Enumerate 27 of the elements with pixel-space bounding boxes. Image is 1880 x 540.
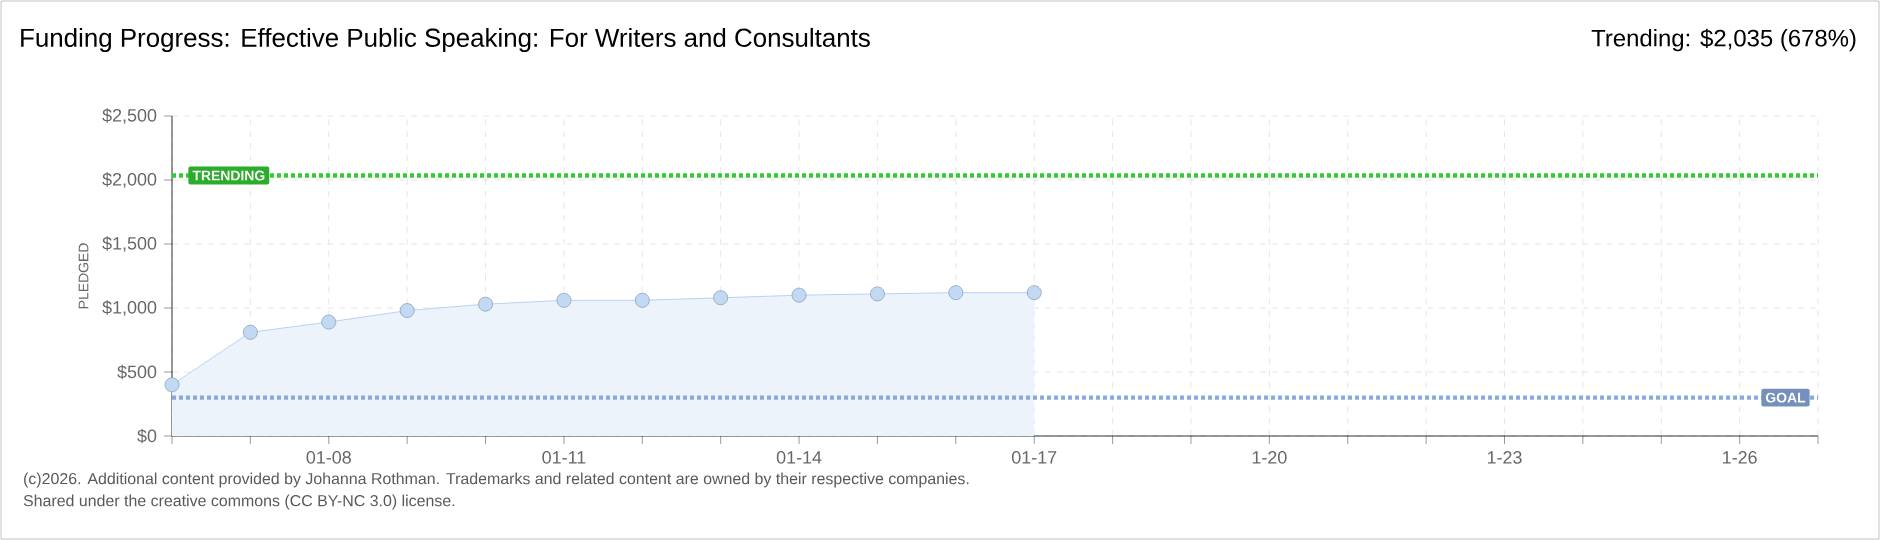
point <box>242 324 258 340</box>
x-tick-label: 01-17 <box>1011 451 1057 464</box>
x-tick-label: 1-20 <box>1252 451 1287 464</box>
point <box>791 287 807 303</box>
point <box>399 303 415 318</box>
x-tick-label: 1-26 <box>1723 451 1757 464</box>
text: Trending: $2,035 (678%) <box>1591 28 1856 52</box>
point <box>556 292 572 308</box>
point <box>321 314 337 330</box>
point <box>948 285 964 301</box>
x-tick-label: 01-11 <box>542 451 586 464</box>
point <box>478 296 493 312</box>
y-tick-label: $1,000 <box>102 300 157 316</box>
x-tick-label: 01-14 <box>776 451 822 464</box>
y-tick-label: $1,500 <box>102 236 157 252</box>
point <box>634 292 650 308</box>
x-tick-label: 1-23 <box>1487 451 1522 464</box>
y-tick-label: $2,500 <box>102 108 157 124</box>
x-tick-label: 01-08 <box>306 451 351 464</box>
y-tick-label: $500 <box>117 364 157 380</box>
point <box>870 286 885 302</box>
point <box>1026 285 1042 301</box>
point <box>713 290 729 306</box>
chart-title: Funding Progress: Effective Public Speaking: For Writers and Consultants <box>21 27 870 53</box>
y-tick-label: $0 <box>137 428 157 444</box>
y-tick-label: $2,000 <box>102 172 157 188</box>
point <box>164 377 180 393</box>
